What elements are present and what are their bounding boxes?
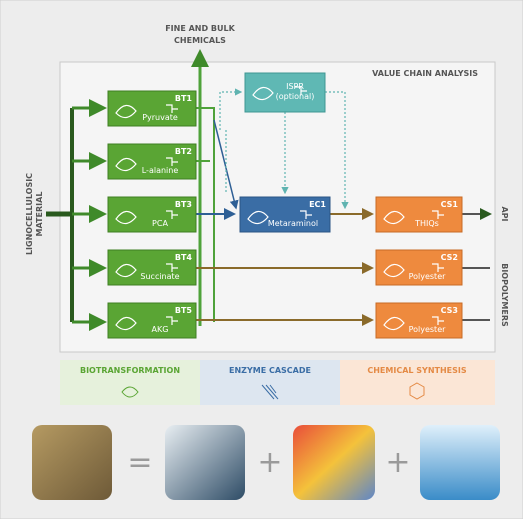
node-code: BT3 xyxy=(175,200,192,209)
legend-label: ENZYME CASCADE xyxy=(229,366,311,375)
node: BT4 Succinate xyxy=(108,250,196,285)
node: CS3 Polyester xyxy=(376,303,462,338)
node-code: CS2 xyxy=(441,253,458,262)
output-label: BIOPOLYMERS xyxy=(500,263,509,327)
node-code: BT2 xyxy=(175,147,192,156)
operator: + xyxy=(385,445,410,480)
frame-label: VALUE CHAIN ANALYSIS xyxy=(372,69,478,78)
node-code: CS3 xyxy=(441,306,458,315)
node-code: CS1 xyxy=(441,200,459,209)
node: BT1 Pyruvate xyxy=(108,91,196,126)
node: BT5 AKG xyxy=(108,303,196,338)
output-label: API xyxy=(500,206,509,221)
output-biopolymers: BIOPOLYMERS xyxy=(500,263,509,327)
node: BT2 L-alanine xyxy=(108,144,196,179)
node-label: Pyruvate xyxy=(142,113,178,122)
node-label: PCA xyxy=(152,219,168,228)
top-label: FINE AND BULK xyxy=(165,24,235,33)
node-label: AKG xyxy=(152,325,169,334)
diagram: VALUE CHAIN ANALYSIS FINE AND BULK CHEMI… xyxy=(0,0,523,519)
node-code: BT1 xyxy=(175,94,193,103)
input-label-line: LIGNOCELLULOSIC xyxy=(25,173,34,255)
node-code: EC1 xyxy=(309,200,326,209)
operator: + xyxy=(257,445,282,480)
node-code: BT5 xyxy=(175,306,193,315)
node-label: (optional) xyxy=(276,92,315,101)
legend-label: CHEMICAL SYNTHESIS xyxy=(367,366,467,375)
page: {"diagram":{"top_label":["FINE AND BULK"… xyxy=(0,0,523,519)
node-label: Polyester xyxy=(409,272,447,281)
node: CS1 THIQs xyxy=(376,197,462,232)
input-label-line: MATERIAL xyxy=(35,192,44,237)
node: CS2 Polyester xyxy=(376,250,462,285)
node-label: Succinate xyxy=(140,272,179,281)
operator: = xyxy=(127,445,152,480)
image-biomass xyxy=(32,425,112,500)
legend-label: BIOTRANSFORMATION xyxy=(80,366,180,375)
image-pills xyxy=(293,425,375,500)
node-label: Metaraminol xyxy=(268,219,318,228)
node: BT3 PCA xyxy=(108,197,196,232)
output-api: API xyxy=(500,206,509,221)
node-label: L-alanine xyxy=(142,166,179,175)
top-label: CHEMICALS xyxy=(174,36,226,45)
image-chemicals xyxy=(165,425,245,500)
node: EC1 Metaraminol xyxy=(240,197,330,232)
node: ISPR(optional) xyxy=(245,73,325,112)
image-bottles xyxy=(420,425,500,500)
node-label: THIQs xyxy=(414,219,439,228)
node-code: BT4 xyxy=(175,253,193,262)
node-label: Polyester xyxy=(409,325,447,334)
